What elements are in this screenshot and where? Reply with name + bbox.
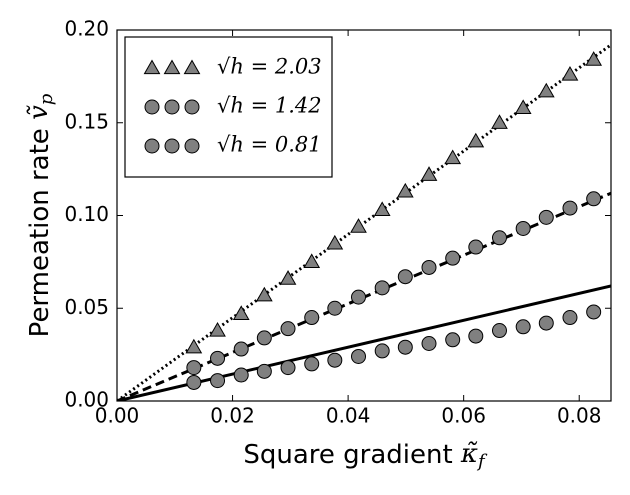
legend-marker — [164, 138, 180, 154]
circle-marker — [351, 348, 367, 364]
circle-marker — [586, 191, 602, 207]
circle-marker — [280, 321, 296, 337]
legend-marker — [184, 138, 200, 154]
x-axis-label-symbol: κ̃ — [460, 439, 478, 469]
circle-marker — [210, 373, 226, 389]
y-axis-label-subscript: p — [36, 93, 57, 105]
circle-marker — [186, 360, 202, 376]
triangle-marker — [467, 132, 485, 148]
triangle-marker — [279, 270, 297, 285]
triangle-marker — [255, 286, 273, 302]
y-axis-label-text: Permeation rate — [25, 120, 55, 337]
triangle-marker — [396, 182, 414, 198]
y-tick-label: 0.10 — [64, 202, 109, 226]
x-tick-label: 0.08 — [557, 404, 602, 428]
circle-marker — [374, 343, 390, 359]
circle-marker — [327, 352, 343, 368]
circle-marker — [233, 341, 249, 357]
circle-marker — [397, 339, 413, 355]
x-tick-label: 0.06 — [441, 404, 486, 428]
circle-marker — [445, 250, 461, 266]
triangle-marker — [537, 82, 555, 98]
x-tick-label: 0.04 — [326, 404, 371, 428]
circle-marker — [280, 360, 296, 376]
circle-marker — [491, 323, 507, 339]
circle-marker — [538, 209, 554, 225]
circle-marker — [374, 280, 390, 296]
y-tick-label: 0.00 — [64, 388, 109, 412]
circle-marker — [586, 304, 602, 320]
reference-line — [117, 43, 611, 401]
circle-marker — [233, 367, 249, 383]
legend-label: √h = 0.81 — [217, 133, 322, 157]
circle-marker — [304, 356, 320, 372]
triangle-marker — [232, 305, 250, 320]
circle-marker — [397, 269, 413, 285]
x-axis-label-subscript: f — [476, 451, 488, 472]
legend-marker — [184, 99, 200, 115]
x-tick-label: 0.02 — [210, 404, 255, 428]
circle-marker — [186, 374, 202, 390]
circle-marker — [210, 350, 226, 366]
triangle-marker — [303, 253, 321, 268]
triangle-marker — [185, 338, 203, 354]
circle-marker — [515, 220, 531, 236]
triangle-marker — [514, 99, 532, 115]
circle-marker — [491, 230, 507, 246]
triangle-marker — [491, 114, 508, 129]
circle-marker — [562, 200, 578, 216]
legend-marker — [163, 59, 181, 75]
triangle-marker — [444, 149, 462, 165]
legend-label: √h = 1.42 — [217, 94, 322, 118]
circle-marker — [256, 330, 272, 346]
legend-label: √h = 2.03 — [217, 55, 322, 79]
triangle-marker — [326, 234, 344, 250]
circle-marker — [327, 300, 343, 316]
x-axis-label: Square gradient κ̃f — [243, 439, 488, 472]
x-tick-label: 0.00 — [95, 404, 140, 428]
circle-marker — [562, 310, 578, 326]
triangle-marker — [209, 322, 226, 337]
y-tick-label: 0.15 — [64, 109, 109, 133]
circle-marker — [256, 363, 272, 379]
circle-marker — [421, 335, 437, 351]
triangle-marker — [420, 166, 438, 181]
legend-marker — [144, 99, 160, 115]
circle-marker — [421, 259, 437, 275]
triangle-marker — [561, 66, 579, 81]
triangle-marker — [350, 218, 367, 233]
circle-marker — [538, 315, 554, 331]
y-tick-label: 0.05 — [64, 295, 109, 319]
legend-marker — [143, 59, 161, 75]
circle-marker — [445, 332, 461, 348]
y-axis-label-symbol: ṽ — [24, 105, 54, 120]
circle-marker — [304, 310, 320, 326]
legend-marker — [183, 59, 201, 75]
triangle-marker — [373, 201, 391, 217]
circle-marker — [468, 239, 484, 255]
legend-marker — [144, 138, 160, 154]
circle-marker — [468, 328, 484, 344]
x-axis-label-text: Square gradient — [243, 440, 461, 470]
triangle-marker — [585, 51, 603, 66]
y-axis-label: Permeation rate ṽp — [24, 93, 57, 337]
legend-marker — [164, 99, 180, 115]
y-tick-label: 0.20 — [64, 17, 109, 41]
circle-marker — [351, 289, 367, 305]
plot-frame — [116, 29, 612, 402]
circle-marker — [515, 319, 531, 335]
